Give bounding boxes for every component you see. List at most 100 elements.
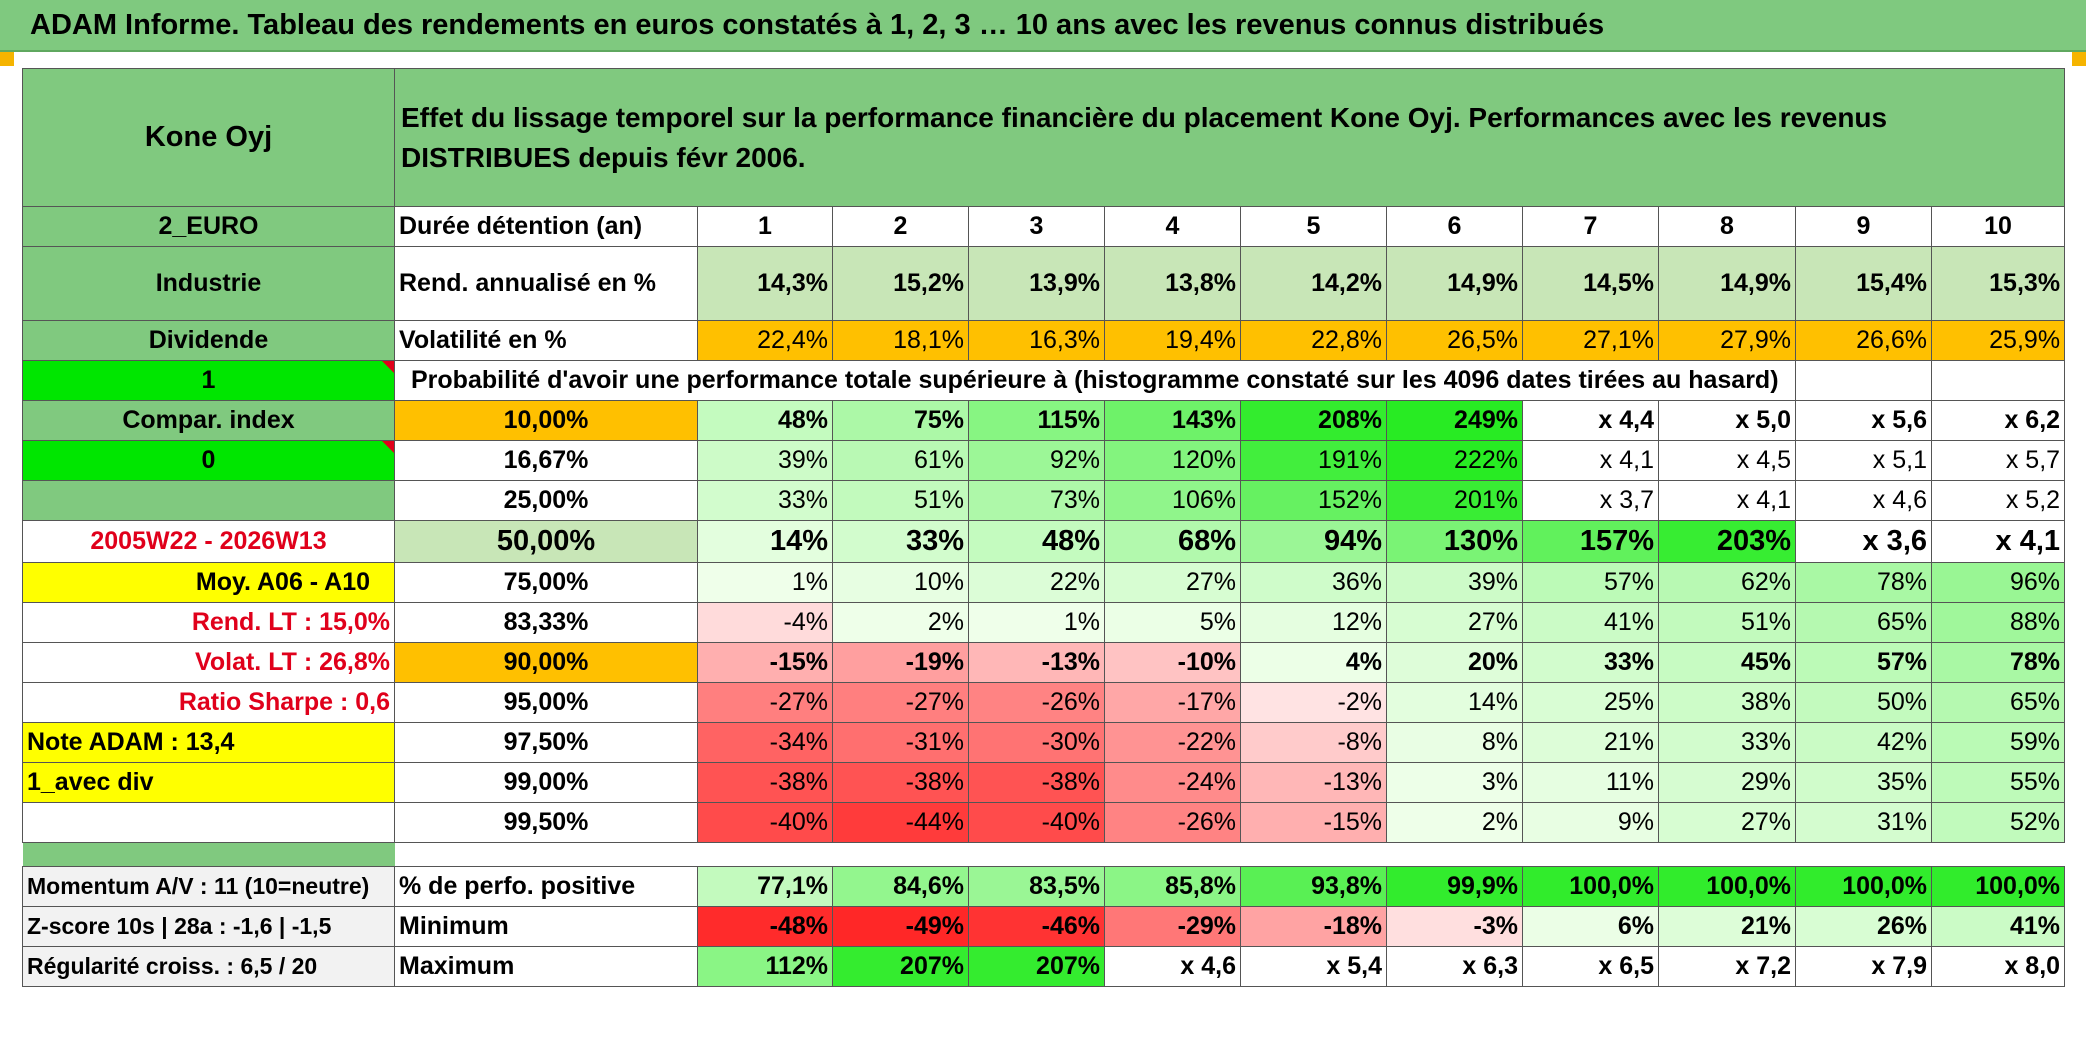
pos-cell: 77,1% — [697, 866, 833, 907]
prob-cell: 222% — [1386, 440, 1523, 481]
max-cell: 207% — [832, 946, 969, 987]
prob-level: 90,00% — [394, 642, 698, 683]
prob-cell: 39% — [697, 440, 833, 481]
year-header: 4 — [1104, 206, 1241, 247]
prob-cell: 48% — [697, 400, 833, 441]
prob-cell: 38% — [1658, 682, 1796, 723]
pos-cell: 83,5% — [968, 866, 1105, 907]
min-cell: -3% — [1386, 906, 1523, 947]
prob-cell: 20% — [1386, 642, 1523, 683]
prob-cell: 5% — [1104, 602, 1241, 643]
max-cell: x 4,6 — [1104, 946, 1241, 987]
prob-cell: -13% — [1240, 762, 1387, 803]
flag-one: 1 — [22, 360, 395, 401]
rend-cell: 13,9% — [968, 246, 1105, 321]
vol-cell: 26,5% — [1386, 320, 1523, 361]
prob-cell: 61% — [832, 440, 969, 481]
prob-cell: 57% — [1795, 642, 1932, 683]
prob-cell: -38% — [832, 762, 969, 803]
prob-cell: 25% — [1522, 682, 1659, 723]
prob-cell: 27% — [1658, 802, 1796, 843]
prob-cell: 55% — [1930, 762, 2066, 803]
prob-cell: 120% — [1104, 440, 1241, 481]
prob-cell: -4% — [697, 602, 833, 643]
stock-name: Kone Oyj — [22, 68, 395, 207]
prob-cell: 11% — [1522, 762, 1659, 803]
prob-cell: 14% — [1386, 682, 1523, 723]
min-cell: 26% — [1795, 906, 1932, 947]
compar-index-label: Compar. index — [22, 400, 395, 441]
prob-cell: -27% — [697, 682, 833, 723]
prob-cell: -22% — [1104, 722, 1241, 763]
period-label: 2005W22 - 2026W13 — [22, 520, 395, 563]
vol-cell: 19,4% — [1104, 320, 1241, 361]
year-header: 7 — [1522, 206, 1659, 247]
prob-cell: 1% — [968, 602, 1105, 643]
prob-cell: 36% — [1240, 562, 1387, 603]
note-adam-label: Note ADAM : 13,4 — [22, 722, 395, 763]
prob-cell: 68% — [1104, 520, 1241, 563]
prob-cell: -15% — [697, 642, 833, 683]
min-cell: -46% — [968, 906, 1105, 947]
prob-cell: x 6,2 — [1930, 400, 2066, 441]
rend-cell: 15,2% — [832, 246, 969, 321]
rend-lt-label: Rend. LT : 15,0% — [22, 602, 395, 643]
prob-cell: 143% — [1104, 400, 1241, 441]
max-cell: x 7,2 — [1658, 946, 1796, 987]
prob-cell: 157% — [1522, 520, 1659, 563]
year-header: 8 — [1658, 206, 1796, 247]
prob-cell: -8% — [1240, 722, 1387, 763]
prob-cell: 59% — [1930, 722, 2066, 763]
prob-cell: 115% — [968, 400, 1105, 441]
corner-marker — [0, 52, 14, 66]
prob-cell: 29% — [1658, 762, 1796, 803]
max-cell: x 8,0 — [1930, 946, 2066, 987]
prob-cell: 27% — [1104, 562, 1241, 603]
prob-cell: -44% — [832, 802, 969, 843]
prob-cell: x 5,2 — [1930, 480, 2066, 521]
avec-div-label: 1_avec div — [22, 762, 395, 803]
year-header: 5 — [1240, 206, 1387, 247]
prob-cell: 92% — [968, 440, 1105, 481]
prob-cell: -26% — [1104, 802, 1241, 843]
prob-cell: 2% — [832, 602, 969, 643]
prob-cell: 3% — [1386, 762, 1523, 803]
min-cell: 41% — [1930, 906, 2066, 947]
sharpe-label: Ratio Sharpe : 0,6 — [22, 682, 395, 723]
prob-cell: -38% — [697, 762, 833, 803]
min-cell: 21% — [1658, 906, 1796, 947]
rend-cell: 13,8% — [1104, 246, 1241, 321]
returns-table: Kone Oyj Effet du lissage temporel sur l… — [22, 68, 2066, 987]
prob-cell: 130% — [1386, 520, 1523, 563]
prob-cell: -10% — [1104, 642, 1241, 683]
prob-cell: 96% — [1930, 562, 2066, 603]
volat-lt-label: Volat. LT : 26,8% — [22, 642, 395, 683]
prob-cell: 9% — [1522, 802, 1659, 843]
prob-cell: 12% — [1240, 602, 1387, 643]
max-label: Maximum — [394, 946, 698, 987]
prob-cell: x 5,7 — [1930, 440, 2066, 481]
pos-cell: 85,8% — [1104, 866, 1241, 907]
prob-cell: 88% — [1930, 602, 2066, 643]
prob-cell: 51% — [1658, 602, 1796, 643]
prob-cell: -34% — [697, 722, 833, 763]
rend-cell: 14,9% — [1658, 246, 1796, 321]
year-header: 9 — [1795, 206, 1932, 247]
prob-cell: 27% — [1386, 602, 1523, 643]
prob-cell: -40% — [968, 802, 1105, 843]
prob-level: 99,50% — [394, 802, 698, 843]
min-cell: -18% — [1240, 906, 1387, 947]
prob-cell: 203% — [1658, 520, 1796, 563]
prob-cell: -19% — [832, 642, 969, 683]
min-cell: -29% — [1104, 906, 1241, 947]
prob-cell: -38% — [968, 762, 1105, 803]
year-header: 6 — [1386, 206, 1523, 247]
prob-cell: 33% — [1522, 642, 1659, 683]
prob-cell: 39% — [1386, 562, 1523, 603]
min-cell: -49% — [832, 906, 969, 947]
rend-cell: 14,5% — [1522, 246, 1659, 321]
vol-cell: 16,3% — [968, 320, 1105, 361]
prob-cell: 65% — [1930, 682, 2066, 723]
prob-level: 10,00% — [394, 400, 698, 441]
rend-cell: 14,3% — [697, 246, 833, 321]
